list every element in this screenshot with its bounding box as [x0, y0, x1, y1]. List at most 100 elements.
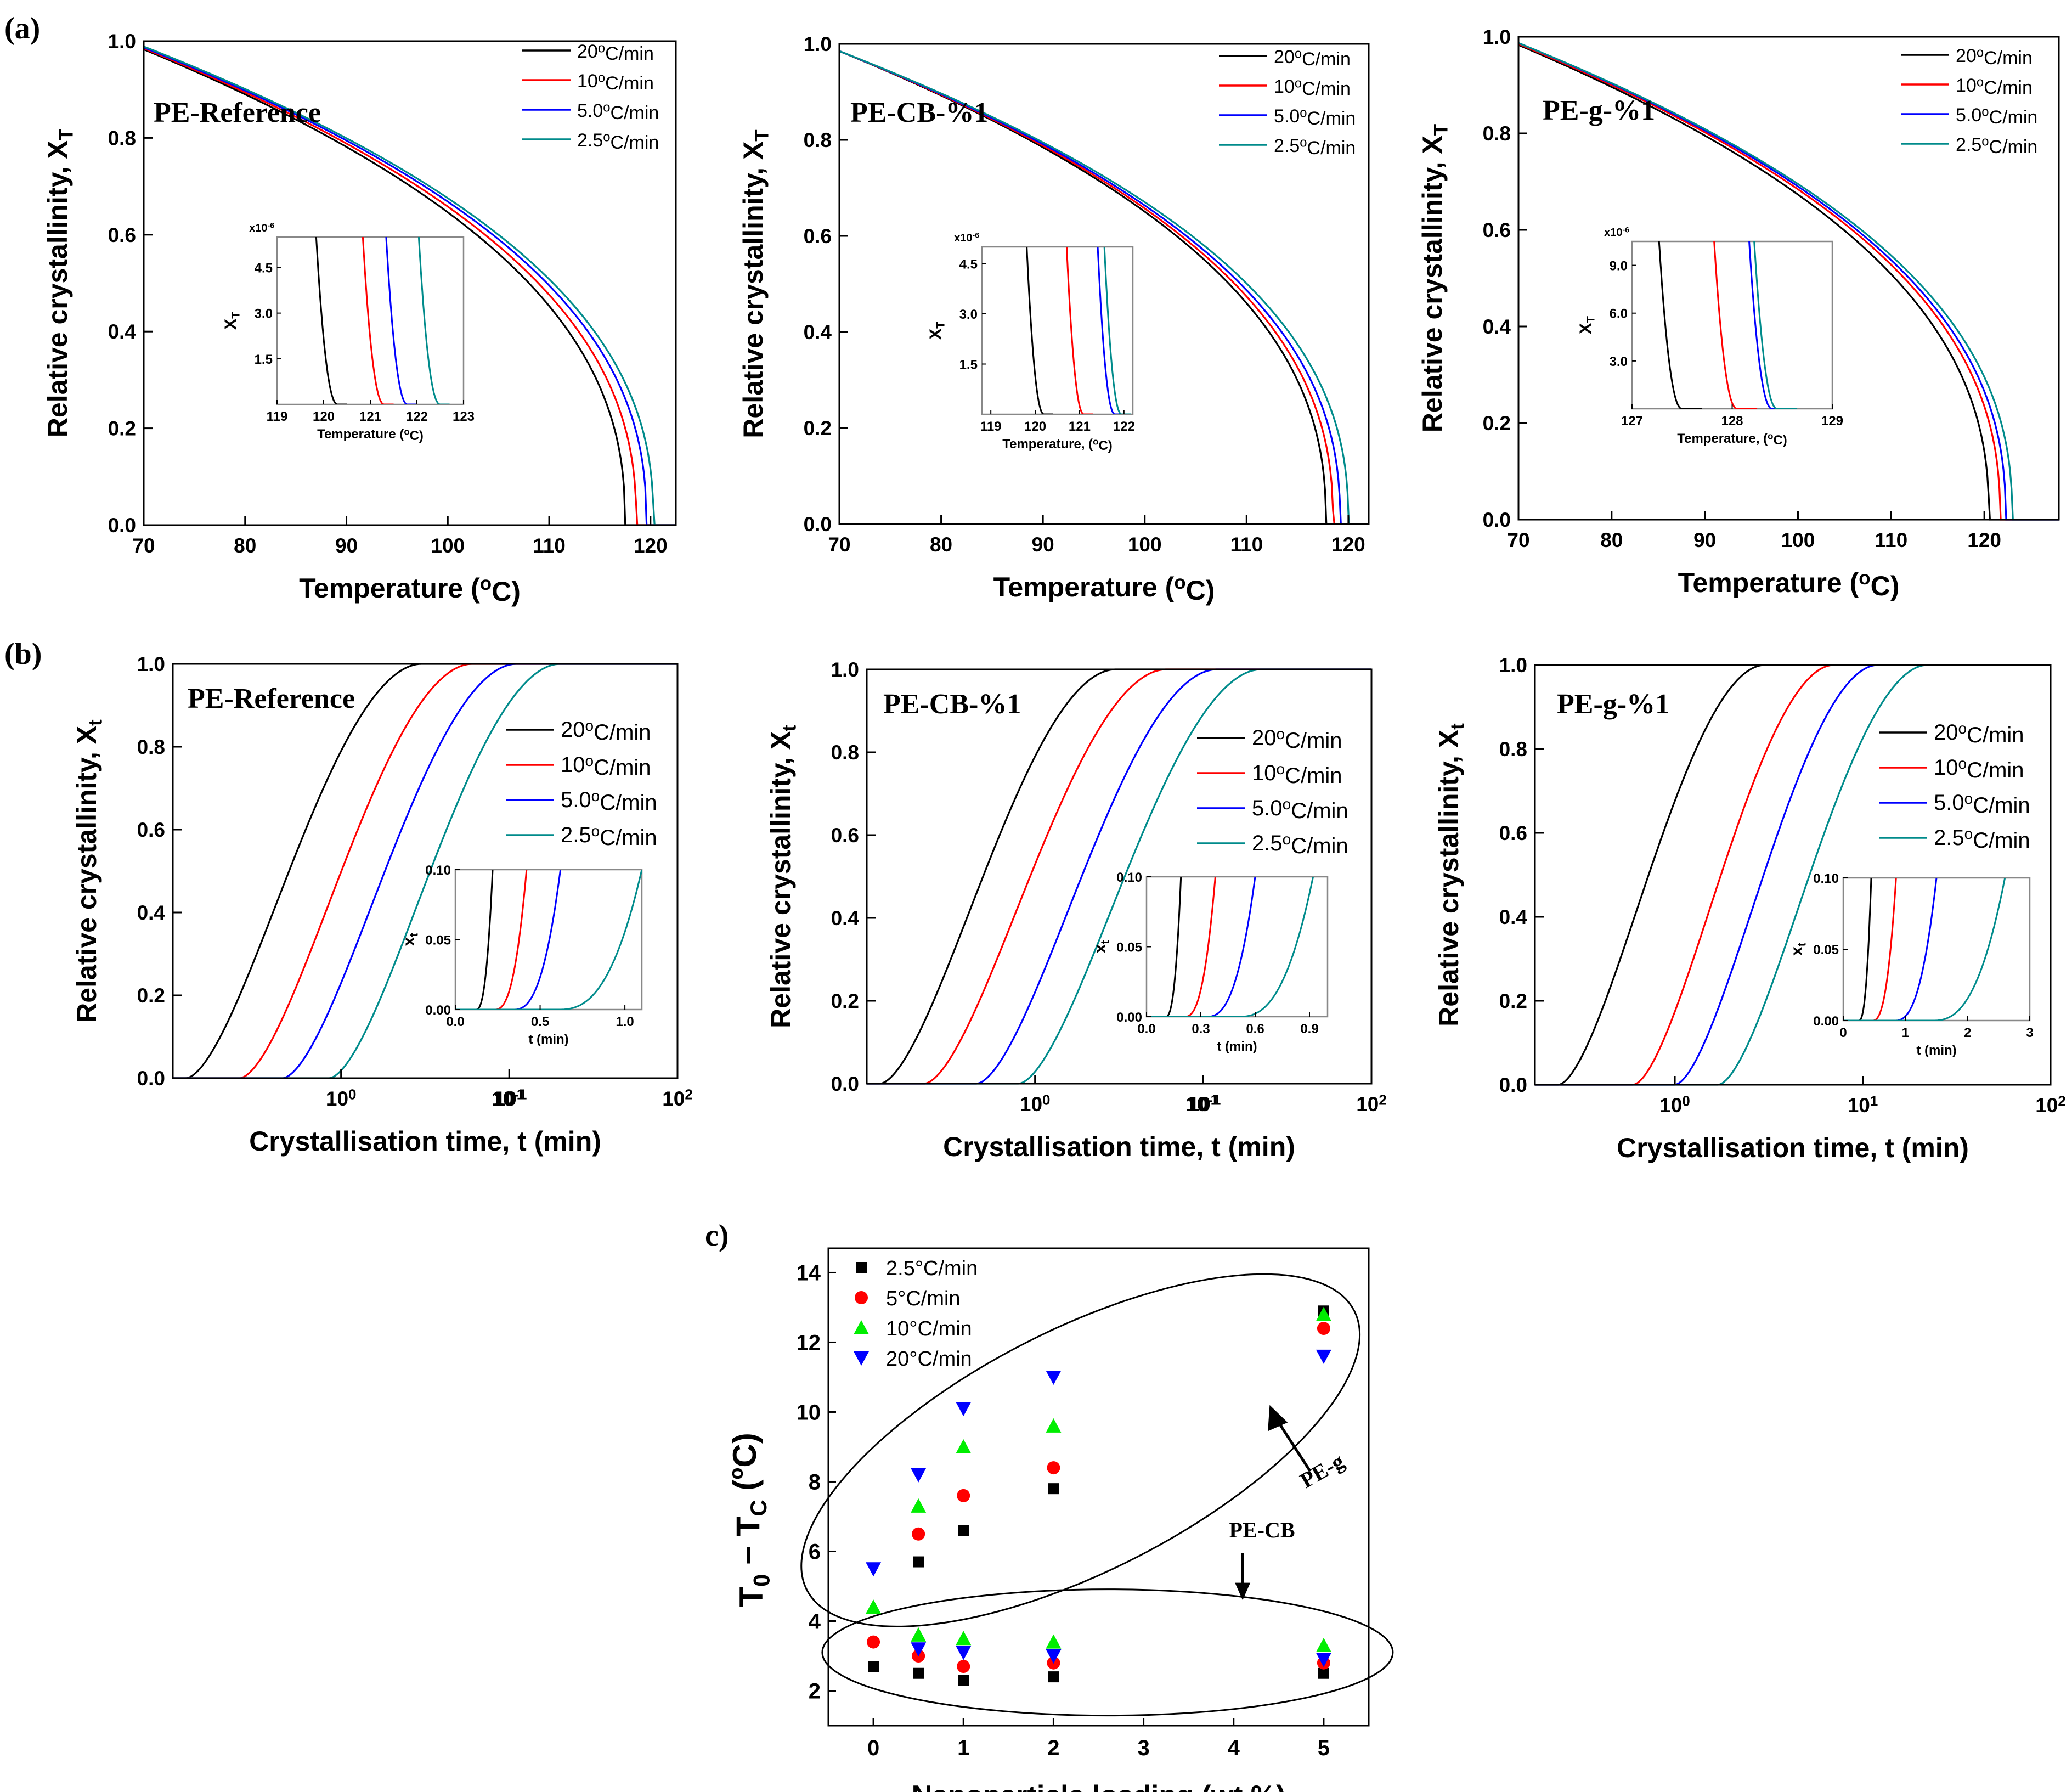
inset-series-2 — [1713, 241, 1758, 409]
inset-x-tick-label: 1.0 — [616, 1015, 634, 1029]
x-tick-label: 100 — [1020, 1092, 1051, 1115]
legend-label-3: 5.0oC/min — [1934, 790, 2030, 818]
inset-series-3 — [1748, 241, 1792, 409]
y-tick-label: 1.0 — [831, 658, 859, 681]
y-tick-label: 0.6 — [1499, 822, 1527, 844]
inset-x-tick-label: 121 — [359, 409, 381, 424]
y-tick-label: 0.2 — [1499, 990, 1527, 1012]
legend-label-3: 5.0oC/min — [577, 100, 659, 123]
data-point-circle — [1047, 1461, 1060, 1475]
inset-y-tick-label: 6.0 — [1610, 307, 1628, 322]
x-axis-label: Nanoparticle loading (wt.%) — [912, 1780, 1286, 1792]
inset-chart: 0.0 0.3 0.6 0.9 0.00 0.05 0.10 t (min) xt — [1091, 870, 1329, 1054]
y-tick-label: 0.4 — [804, 321, 832, 343]
legend-label-4: 2.5oC/min — [1274, 135, 1356, 159]
y-tick-label: 14 — [797, 1261, 821, 1285]
legend-label-4: 2.5oC/min — [561, 822, 657, 850]
data-point-circle — [912, 1527, 925, 1541]
y-tick-label: 0.2 — [137, 984, 165, 1007]
y-axis-label: T0 − TC (oC) — [725, 1433, 775, 1607]
data-point-triangle-down — [1046, 1649, 1062, 1664]
x-tick-label: 110 — [533, 534, 566, 557]
x-axis-label: Crystallisation time, t (min) — [1617, 1132, 1969, 1163]
legend-label-3: 5.0oC/min — [1274, 105, 1356, 129]
x-tick-label: 4 — [1228, 1736, 1240, 1760]
inset-x-tick-label: 119 — [267, 409, 288, 424]
legend-label-3: 5.0oC/min — [561, 787, 657, 815]
group-outline-pe-g — [800, 1273, 1361, 1627]
x-tick-label: 101 — [494, 1087, 525, 1110]
inset-series-4 — [1753, 241, 1798, 409]
legend-label-4: 2.5oC/min — [1956, 134, 2037, 157]
legend-label-1: 20oC/min — [1252, 725, 1342, 753]
series-line-3 — [143, 47, 676, 526]
data-point-square — [913, 1556, 924, 1568]
data-point-triangle-down — [956, 1402, 972, 1417]
legend-label-3: 5.0oC/min — [1956, 104, 2037, 128]
inset-x-axis-label: Temperature (oC) — [317, 426, 424, 443]
data-point-triangle-down — [1316, 1653, 1331, 1667]
data-point-square — [868, 1661, 879, 1672]
data-point-triangle-down — [1316, 1349, 1331, 1364]
y-tick-label: 0.2 — [804, 417, 832, 439]
inset-y-tick-label: 9.0 — [1610, 259, 1628, 274]
x-tick-label: 101 — [1188, 1092, 1219, 1115]
panel-label-c: c) — [705, 1219, 729, 1253]
inset-y-axis-label: xt — [1788, 943, 1808, 956]
inset-x-axis-label: t (min) — [1217, 1039, 1257, 1054]
x-tick-label: 110 — [1230, 533, 1263, 556]
x-tick-label: 1 — [957, 1736, 969, 1760]
inset-y-tick-label: 0.00 — [425, 1003, 451, 1018]
inset-series-1 — [315, 237, 347, 404]
legend-label-1: 20oC/min — [1956, 45, 2033, 69]
data-point-triangle-down — [911, 1468, 927, 1483]
inset-series-2 — [1147, 877, 1216, 1017]
inset-y-tick-label: 0.10 — [1813, 871, 1839, 886]
y-tick-label: 1.0 — [137, 653, 165, 675]
inset-y-axis-label: XT — [222, 312, 242, 330]
data-point-circle — [957, 1660, 970, 1673]
chart-b2: 0.0 0.2 0.4 0.6 0.8 1.0 10-1 100 101 102 Crystalli… — [765, 658, 1387, 1162]
inset-x-tick-label: 0.3 — [1192, 1022, 1210, 1036]
y-tick-label: 0.8 — [108, 127, 136, 149]
sample-label: PE-g-%1 — [1557, 689, 1669, 720]
x-tick-label: 102 — [2035, 1094, 2066, 1117]
x-axis-label: Crystallisation time, t (min) — [249, 1126, 601, 1157]
inset-x-axis-label: t (min) — [1916, 1043, 1956, 1058]
plot-frame — [1517, 36, 2060, 521]
x-tick-label: 100 — [431, 534, 465, 557]
y-tick-label: 0.0 — [804, 513, 832, 536]
annotation-pe-cb: PE-CB — [1229, 1518, 1295, 1542]
inset-y-tick-label: 0.10 — [425, 863, 451, 878]
x-tick-label: 0 — [867, 1736, 879, 1760]
legend-label-2: 10oC/min — [1252, 760, 1342, 788]
x-tick-label: 100 — [1781, 529, 1815, 551]
inset-exponent-label: x10-6 — [1604, 226, 1629, 239]
data-point-circle — [1317, 1322, 1330, 1335]
x-tick-label: 80 — [234, 534, 256, 557]
inset-series-1 — [1026, 247, 1053, 414]
data-point-triangle-up — [1316, 1306, 1331, 1321]
y-tick-label: 0.2 — [1483, 412, 1511, 435]
series-line-1 — [143, 48, 676, 526]
legend-marker-1 — [856, 1262, 867, 1273]
series-line-4 — [839, 50, 1369, 525]
inset-series-3 — [455, 870, 562, 1010]
inset-y-axis-label: xt — [1091, 940, 1111, 954]
y-axis-label: Relative crystallinity, Xt — [1433, 723, 1469, 1027]
inset-y-tick-label: 3.0 — [255, 307, 273, 322]
x-tick-label: 2 — [1047, 1736, 1059, 1760]
legend-label-1: 20oC/min — [561, 717, 651, 745]
y-tick-label: 0.0 — [1499, 1074, 1527, 1096]
legend-label-3: 10°C/min — [886, 1317, 972, 1340]
panel-label-a: (a) — [4, 12, 40, 46]
inset-series-2 — [1065, 247, 1093, 414]
x-axis-label: Crystallisation time, t (min) — [943, 1131, 1295, 1162]
legend-marker-2 — [855, 1291, 868, 1304]
y-tick-label: 0.2 — [108, 418, 136, 440]
x-tick-label: 80 — [930, 533, 952, 556]
x-tick-label: 120 — [1967, 529, 2001, 551]
x-tick-label: 102 — [1356, 1092, 1387, 1115]
data-point-triangle-up — [911, 1627, 927, 1642]
